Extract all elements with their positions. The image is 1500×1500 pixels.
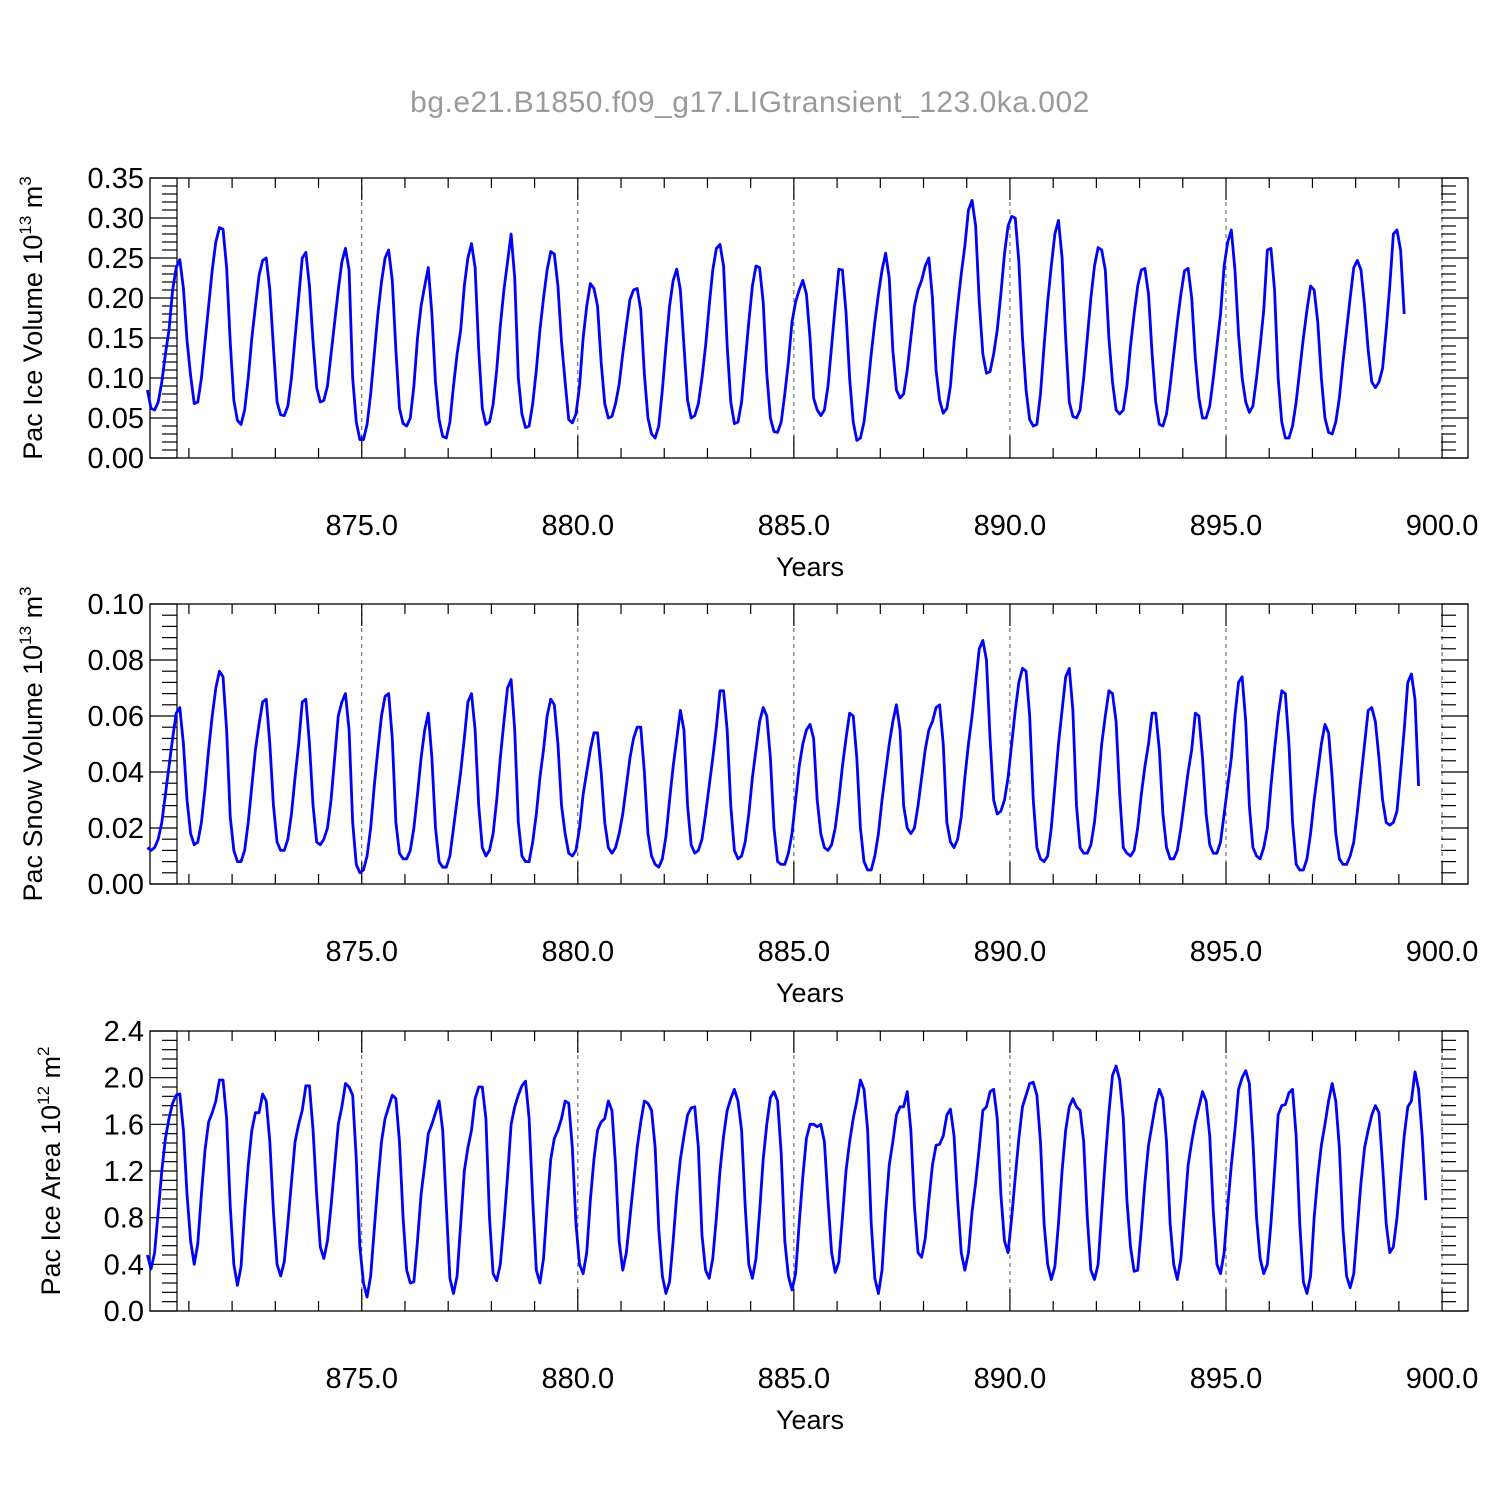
y-tick-label: 0.00 bbox=[88, 869, 144, 901]
plot-frame bbox=[149, 1030, 1469, 1312]
plot-frame bbox=[149, 603, 1469, 885]
series-line bbox=[146, 639, 1420, 875]
x-tick-label: 890.0 bbox=[974, 936, 1047, 968]
y-tick-label: 0.00 bbox=[88, 443, 144, 475]
x-tick-label: 880.0 bbox=[542, 936, 615, 968]
y-tick-label: 0.25 bbox=[88, 243, 144, 275]
x-tick-label: 895.0 bbox=[1190, 1363, 1263, 1395]
y-tick-label: 0.15 bbox=[88, 323, 144, 355]
plot-frame bbox=[149, 177, 1469, 459]
y-tick-label: 0.04 bbox=[88, 757, 144, 789]
y-tick-label: 0.06 bbox=[88, 701, 144, 733]
y-tick-label: 1.2 bbox=[104, 1156, 144, 1188]
x-tick-label: 875.0 bbox=[325, 1363, 398, 1395]
y-axis-title: Pac Snow Volume 1013 m3 bbox=[16, 586, 48, 901]
y-tick-label: 2.0 bbox=[104, 1063, 144, 1095]
y-axis-title: Pac Ice Volume 1013 m3 bbox=[16, 176, 48, 460]
x-tick-label: 875.0 bbox=[325, 936, 398, 968]
x-tick-label: 900.0 bbox=[1406, 936, 1479, 968]
y-tick-label: 0.35 bbox=[88, 163, 144, 195]
y-tick-label: 0.20 bbox=[88, 283, 144, 315]
y-tick-label: 0.8 bbox=[104, 1203, 144, 1235]
x-tick-label: 885.0 bbox=[758, 936, 831, 968]
chart-panel-1: 0.00 0.05 0.10 0.15 0.20 0.25 0.30 0.35 875.0 880… bbox=[16, 163, 1478, 582]
x-axis-title: Years bbox=[776, 978, 844, 1008]
y-tick-label: 2.4 bbox=[104, 1016, 144, 1048]
x-tick-label: 895.0 bbox=[1190, 936, 1263, 968]
y-tick-label: 0.30 bbox=[88, 203, 144, 235]
x-tick-label: 895.0 bbox=[1190, 510, 1263, 542]
x-axis-title: Years bbox=[776, 552, 844, 582]
y-tick-label: 0.4 bbox=[104, 1249, 144, 1281]
y-tick-label: 0.05 bbox=[88, 403, 144, 435]
x-tick-label: 885.0 bbox=[758, 510, 831, 542]
x-tick-label: 880.0 bbox=[542, 1363, 615, 1395]
panels: 0.00 0.05 0.10 0.15 0.20 0.25 0.30 0.35 875.0 880… bbox=[16, 163, 1478, 1435]
chart-panel-2: 0.00 0.02 0.04 0.06 0.08 0.10 875.0 880.0 885.0 8… bbox=[16, 586, 1478, 1008]
x-axis-title: Years bbox=[776, 1405, 844, 1435]
x-tick-label: 900.0 bbox=[1406, 1363, 1479, 1395]
x-tick-label: 890.0 bbox=[974, 1363, 1047, 1395]
series-line bbox=[146, 198, 1406, 442]
y-axis-title: Pac Ice Area 1012 m2 bbox=[34, 1046, 66, 1295]
x-tick-label: 890.0 bbox=[974, 510, 1047, 542]
x-tick-label: 880.0 bbox=[542, 510, 615, 542]
y-tick-label: 0.08 bbox=[88, 645, 144, 677]
x-tick-label: 900.0 bbox=[1406, 510, 1479, 542]
y-tick-label: 1.6 bbox=[104, 1109, 144, 1141]
x-tick-label: 885.0 bbox=[758, 1363, 831, 1395]
y-tick-label: 0.10 bbox=[88, 363, 144, 395]
y-tick-label: 0.0 bbox=[104, 1296, 144, 1328]
y-tick-label: 0.10 bbox=[88, 589, 144, 621]
series-line bbox=[146, 1064, 1428, 1299]
figure-title: bg.e21.B1850.f09_g17.LIGtransient_123.0k… bbox=[410, 86, 1090, 119]
x-tick-label: 875.0 bbox=[325, 510, 398, 542]
y-tick-label: 0.02 bbox=[88, 813, 144, 845]
chart-panel-3: 0.0 0.4 0.8 1.2 1.6 2.0 2.4 875.0 880.0 885.0 890.… bbox=[34, 1016, 1478, 1435]
